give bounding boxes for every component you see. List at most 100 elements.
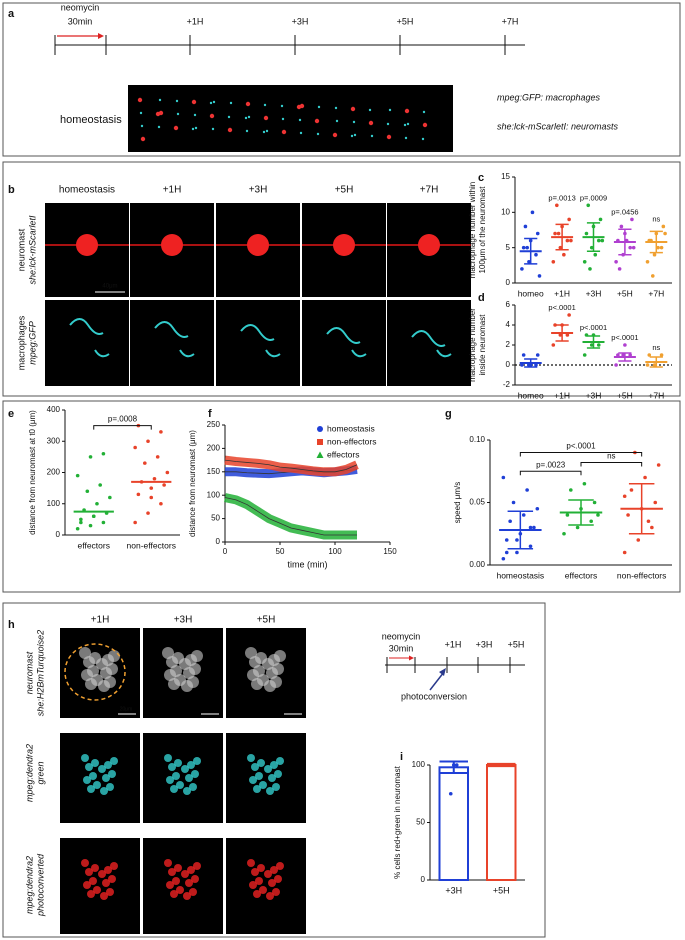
y-tick-label: 0.10 (469, 435, 485, 444)
point (596, 238, 601, 243)
legend-label: effectors (327, 449, 359, 459)
panel-letter: d (478, 292, 485, 304)
image-detail (298, 118, 302, 122)
y-tick-label: 10 (501, 207, 510, 216)
image-detail (247, 234, 269, 256)
y-tick-label: 0 (506, 278, 511, 287)
point (636, 538, 641, 542)
point (525, 245, 529, 250)
point (569, 488, 573, 492)
point (523, 224, 528, 229)
image-detail (335, 119, 339, 123)
point (108, 495, 112, 500)
image-detail (108, 770, 116, 778)
column-header: +1H (163, 185, 182, 196)
x-tick-label: effectors (78, 540, 110, 550)
image-detail (83, 881, 91, 889)
legend-marker (317, 426, 323, 432)
x-tick-label: +7H (648, 288, 664, 298)
point (504, 550, 509, 555)
timepoint: +1H (445, 639, 462, 649)
point (661, 224, 666, 229)
image-detail (255, 877, 263, 885)
point (645, 363, 650, 367)
legend: mpeg:GFP: macrophages (497, 92, 601, 102)
y-tick-label: 0 (506, 360, 511, 369)
image-detail (332, 132, 338, 138)
point (98, 483, 102, 487)
point (631, 245, 636, 250)
image-detail (187, 676, 199, 688)
image-detail (270, 866, 278, 874)
point (628, 353, 632, 357)
image-detail (89, 772, 97, 780)
image-detail (158, 110, 164, 116)
point (146, 439, 150, 444)
image (302, 300, 386, 386)
image-detail (257, 864, 265, 872)
label: photoconversion (401, 691, 467, 701)
image-detail (388, 108, 392, 112)
point (589, 245, 594, 250)
y-axis-label: speed μm/s (453, 482, 462, 524)
image-detail (249, 776, 257, 784)
point (520, 363, 524, 367)
error-bar (628, 483, 655, 535)
row-label: she:lck-mScarletI (27, 215, 37, 285)
image (387, 300, 471, 386)
error-bar (555, 223, 569, 251)
image-detail (270, 676, 282, 688)
arrow-head (439, 668, 446, 676)
image-detail (108, 650, 120, 662)
image-detail (209, 113, 215, 119)
point (521, 513, 526, 517)
point (143, 461, 147, 465)
image-detail (172, 772, 180, 780)
timepoint: +5H (508, 639, 525, 649)
image (216, 300, 300, 386)
panel-frame (2, 2, 681, 157)
point (569, 238, 573, 243)
row-label: neuromast (16, 228, 26, 271)
label: neomycin (382, 631, 421, 641)
image-detail (281, 129, 287, 135)
image-detail (189, 888, 197, 896)
image-detail (247, 859, 255, 867)
point (650, 525, 654, 530)
image-detail (316, 132, 320, 136)
image-detail (227, 127, 233, 133)
image-detail (174, 759, 182, 767)
y-tick-label: 15 (501, 172, 510, 181)
point (551, 343, 556, 347)
point (565, 513, 570, 517)
image-detail (98, 870, 106, 878)
image-detail (193, 757, 201, 765)
y-tick-label: 2 (506, 340, 511, 349)
image-detail (422, 122, 428, 128)
image-detail (87, 665, 99, 677)
image-detail (79, 647, 91, 659)
row-label: neuromast (24, 651, 34, 694)
label: 30min (68, 16, 93, 26)
y-axis-label: macrophage number within (468, 182, 477, 279)
image-detail (170, 665, 182, 677)
image-detail (187, 761, 195, 769)
image-detail (268, 879, 276, 887)
image-detail (247, 115, 251, 119)
series-line (224, 497, 357, 536)
series-band (224, 493, 357, 540)
panel-frame (2, 602, 546, 938)
image-detail (81, 754, 89, 762)
image-detail (266, 787, 274, 795)
image-detail (140, 136, 146, 142)
point (555, 203, 559, 208)
image-detail (91, 674, 103, 686)
column-header: +5H (257, 615, 276, 626)
panel-letter: c (478, 172, 484, 184)
image-detail (265, 129, 269, 133)
arrow (429, 671, 445, 691)
point (101, 451, 106, 456)
point (623, 343, 627, 347)
timepoint: +7H (502, 16, 519, 26)
image (143, 733, 223, 823)
